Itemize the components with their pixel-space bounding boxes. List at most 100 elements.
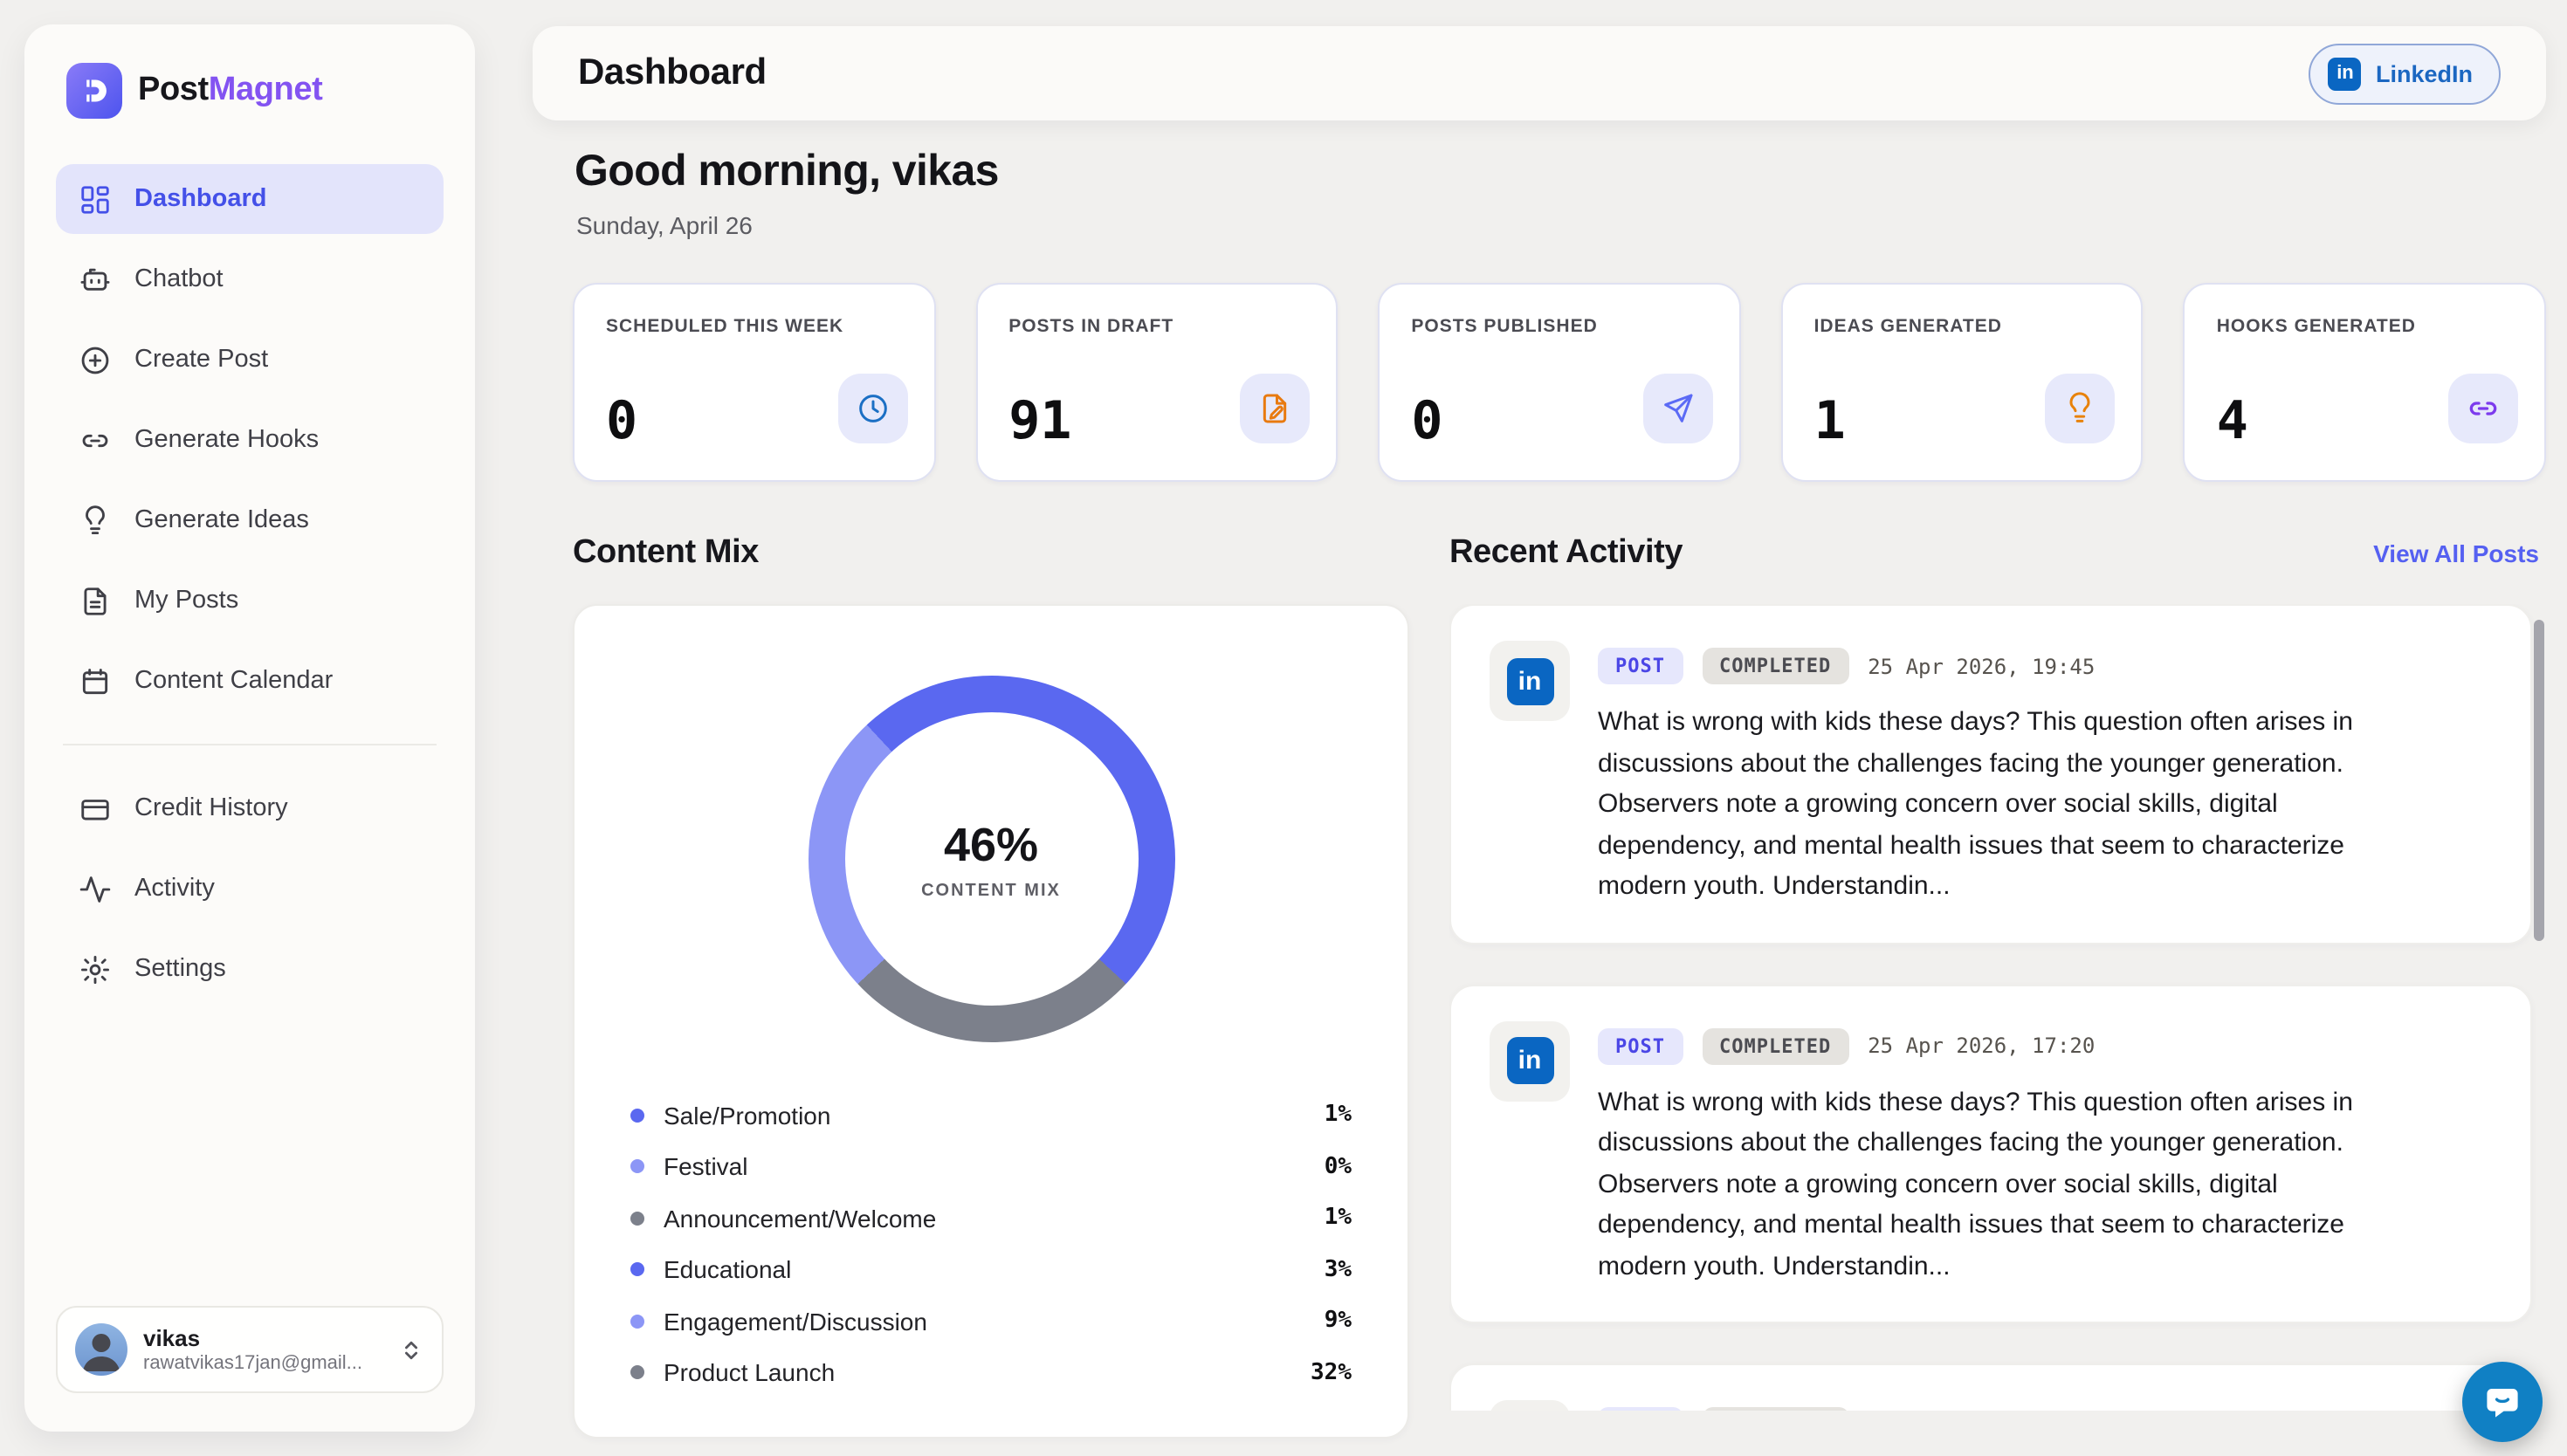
stat-label: IDEAS GENERATED — [1813, 316, 2002, 337]
chat-widget-button[interactable] — [2462, 1362, 2543, 1442]
activity-icon — [79, 876, 111, 902]
activity-card[interactable]: in POST COMPLETED 25 Apr 2026, 17:20 Wha… — [1449, 984, 2532, 1324]
sidebar-item-generate-ideas[interactable]: Generate Ideas — [56, 485, 444, 555]
send-icon — [1642, 374, 1713, 443]
legend-item: Announcement/Welcome 1% — [630, 1203, 1352, 1233]
legend-item: Sale/Promotion 1% — [630, 1100, 1352, 1130]
dashboard-icon — [81, 185, 109, 213]
sidebar-item-label: Settings — [134, 955, 226, 983]
content-mix-heading: Content Mix — [573, 534, 760, 571]
badge-row: POST COMPLETED — [1598, 1407, 2492, 1411]
calendar-icon — [82, 668, 108, 694]
document-icon — [84, 587, 107, 615]
legend-label: Engagement/Discussion — [664, 1307, 927, 1335]
scrollbar-thumb[interactable] — [2534, 620, 2544, 941]
user-name: vikas — [143, 1324, 201, 1351]
user-menu[interactable]: vikas rawatvikas17jan@gmail... — [56, 1306, 444, 1393]
legend-value: 3% — [1324, 1256, 1352, 1282]
status-badge: COMPLETED — [1702, 648, 1849, 684]
recent-activity-list: in POST COMPLETED 25 Apr 2026, 19:45 Wha… — [1449, 604, 2546, 1411]
sidebar-item-chatbot[interactable]: Chatbot — [56, 244, 444, 314]
sidebar-item-credit-history[interactable]: Credit History — [56, 773, 444, 843]
legend-item: Engagement/Discussion 9% — [630, 1306, 1352, 1336]
sidebar-item-label: Chatbot — [134, 265, 224, 293]
linkedin-icon: in — [1506, 1037, 1553, 1085]
page-header: Dashboard in LinkedIn — [533, 26, 2546, 120]
sidebar-item-generate-hooks[interactable]: Generate Hooks — [56, 405, 444, 475]
stat-label: POSTS PUBLISHED — [1411, 316, 1598, 337]
legend-label: Announcement/Welcome — [664, 1204, 937, 1232]
linkedin-button-label: LinkedIn — [2375, 60, 2473, 86]
stats-row: SCHEDULED THIS WEEK 0 POSTS IN DRAFT 91 … — [573, 283, 2546, 482]
post-text: What is wrong with kids these days? This… — [1598, 1087, 2353, 1281]
create-post-icon — [81, 346, 109, 374]
stat-label: POSTS IN DRAFT — [1008, 316, 1174, 337]
sidebar-item-settings[interactable]: Settings — [56, 934, 444, 1004]
legend-value: 1% — [1324, 1102, 1352, 1128]
greeting-date: Sunday, April 26 — [576, 211, 753, 239]
sidebar-item-content-calendar[interactable]: Content Calendar — [56, 646, 444, 716]
page-title: Dashboard — [578, 52, 767, 93]
gear-icon — [81, 955, 109, 983]
linkedin-tile: in — [1490, 1400, 1570, 1411]
sidebar-item-create-post[interactable]: Create Post — [56, 325, 444, 395]
link-icon — [82, 433, 108, 447]
legend-label: Educational — [664, 1255, 792, 1283]
sidebar-item-dashboard[interactable]: Dashboard — [56, 164, 444, 234]
linkedin-icon: in — [1506, 657, 1553, 704]
stat-value: 0 — [606, 391, 638, 452]
legend-dot — [630, 1262, 644, 1276]
content-mix-legend: Sale/Promotion 1% Festival 0% Announceme… — [630, 1100, 1352, 1387]
sidebar-item-label: Content Calendar — [134, 667, 334, 695]
stat-value: 4 — [2216, 391, 2248, 452]
activity-card[interactable]: in POST COMPLETED 25 Apr 2026, 19:45 Wha… — [1449, 604, 2532, 944]
file-pen-icon — [1240, 374, 1311, 443]
user-email: rawatvikas17jan@gmail... — [143, 1353, 362, 1375]
credit-card-icon — [81, 799, 109, 820]
content-mix-card: 46% CONTENT MIX Sale/Promotion 1% Festiv… — [573, 604, 1409, 1439]
content-mix-donut-chart: 46% CONTENT MIX — [808, 676, 1174, 1042]
legend-dot — [630, 1159, 644, 1173]
linkedin-icon: in — [2328, 57, 2362, 90]
legend-label: Product Launch — [664, 1358, 836, 1386]
legend-value: 1% — [1324, 1205, 1352, 1231]
view-all-posts-link[interactable]: View All Posts — [2373, 539, 2539, 567]
sidebar-item-activity[interactable]: Activity — [56, 854, 444, 924]
chevron-up-down-icon[interactable] — [398, 1336, 424, 1363]
legend-item: Festival 0% — [630, 1151, 1352, 1181]
stat-card-scheduled: SCHEDULED THIS WEEK 0 — [573, 283, 936, 482]
legend-dot — [630, 1365, 644, 1379]
brand-logo: PostMagnet — [56, 63, 444, 119]
stat-card-published: POSTS PUBLISHED 0 — [1378, 283, 1741, 482]
stat-label: SCHEDULED THIS WEEK — [606, 316, 844, 337]
link-icon — [2447, 374, 2518, 443]
legend-item: Product Launch 32% — [630, 1357, 1352, 1387]
linkedin-tile: in — [1490, 1020, 1570, 1102]
post-type-badge: POST — [1598, 1407, 1683, 1411]
legend-value: 9% — [1324, 1308, 1352, 1334]
brand-name: PostMagnet — [138, 72, 323, 108]
badge-row: POST COMPLETED 25 Apr 2026, 17:20 — [1598, 1027, 2492, 1065]
linkedin-button[interactable]: in LinkedIn — [2309, 43, 2501, 104]
sidebar-item-label: Generate Hooks — [134, 426, 320, 454]
status-badge: COMPLETED — [1702, 1027, 1849, 1065]
main-content: Dashboard in LinkedIn Good morning, vika… — [533, 0, 2546, 1456]
greeting-title: Good morning, vikas — [575, 147, 1000, 196]
post-type-badge: POST — [1598, 648, 1683, 684]
sidebar-item-my-posts[interactable]: My Posts — [56, 566, 444, 635]
sidebar-item-label: My Posts — [134, 587, 239, 615]
legend-dot — [630, 1314, 644, 1328]
status-badge: COMPLETED — [1702, 1407, 1849, 1411]
badge-row: POST COMPLETED 25 Apr 2026, 19:45 — [1598, 648, 2492, 684]
user-meta: vikas rawatvikas17jan@gmail... — [143, 1325, 382, 1375]
legend-value: 0% — [1324, 1153, 1352, 1179]
donut-center-label: CONTENT MIX — [921, 881, 1061, 900]
sidebar-divider — [63, 744, 437, 745]
lightbulb-icon — [86, 505, 105, 534]
avatar — [75, 1323, 127, 1376]
legend-label: Sale/Promotion — [664, 1101, 831, 1129]
activity-card-partial[interactable]: in POST COMPLETED — [1449, 1363, 2532, 1411]
chatbot-icon — [80, 267, 110, 290]
timestamp: 25 Apr 2026, 17:20 — [1868, 1034, 2096, 1059]
